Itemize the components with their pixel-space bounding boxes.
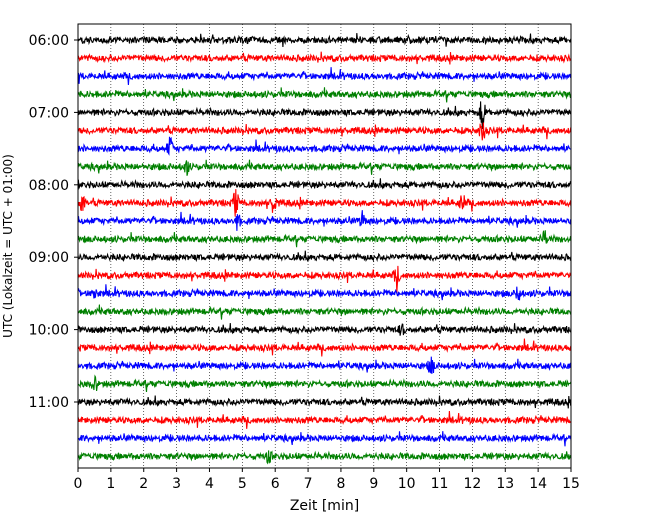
- x-tick-label: 8: [336, 476, 345, 492]
- trace-row-0800: [77, 178, 572, 190]
- trace-layer: [77, 33, 572, 465]
- x-tick-label: 0: [74, 476, 83, 492]
- x-tick-label: 2: [139, 476, 148, 492]
- trace-row-0815: [77, 189, 572, 217]
- x-tick-label: 3: [172, 476, 181, 492]
- trace-row-0945: [77, 304, 572, 320]
- x-tick-label: 13: [496, 476, 514, 492]
- y-tick-label: 09:00: [29, 250, 69, 266]
- trace-row-0630: [77, 67, 572, 85]
- trace-row-0930: [77, 284, 572, 301]
- trace-row-0615: [77, 51, 572, 65]
- trace-row-0915: [77, 265, 572, 293]
- y-tick-label: 11:00: [29, 395, 69, 411]
- trace-row-0845: [77, 230, 572, 248]
- trace-row-1115: [77, 410, 572, 429]
- y-tick-label: 07:00: [29, 105, 69, 121]
- y-tick-label: 08:00: [29, 178, 69, 194]
- trace-row-0745: [77, 159, 572, 176]
- x-tick-label: 6: [271, 476, 280, 492]
- y-axis-label: UTC (Lokalzeit = UTC + 01:00): [1, 154, 15, 338]
- grid-lines: [110, 24, 539, 468]
- trace-row-1000: [77, 323, 572, 336]
- x-tick-label: 11: [431, 476, 449, 492]
- x-tick-label: 12: [463, 476, 481, 492]
- trace-row-1145: [77, 450, 572, 465]
- x-tick-label: 5: [238, 476, 247, 492]
- y-axis: 06:00 07:00 08:00 09:00 10:00 11:00: [29, 33, 78, 411]
- y-tick-label: 06:00: [29, 33, 69, 49]
- trace-row-0700: [77, 101, 572, 130]
- trace-row-1130: [77, 431, 572, 447]
- x-axis: 0 1 2 3 4 5 6 7 8 9 10 11 12 13 14 15: [74, 468, 580, 492]
- trace-row-0600: [77, 33, 572, 48]
- x-tick-label: 15: [562, 476, 580, 492]
- trace-row-0715: [77, 122, 572, 141]
- trace-row-0645: [77, 87, 572, 103]
- x-tick-label: 9: [369, 476, 378, 492]
- trace-row-1045: [77, 374, 572, 393]
- trace-row-0900: [77, 250, 572, 263]
- x-axis-label: Zeit [min]: [290, 498, 359, 514]
- trace-row-0830: [77, 210, 572, 231]
- x-tick-label: 10: [398, 476, 416, 492]
- trace-row-0730: [77, 136, 572, 156]
- trace-row-1015: [77, 338, 572, 357]
- x-tick-label: 14: [529, 476, 547, 492]
- y-tick-label: 10:00: [29, 323, 69, 339]
- x-tick-label: 4: [205, 476, 214, 492]
- x-tick-label: 7: [304, 476, 313, 492]
- x-tick-label: 1: [106, 476, 115, 492]
- trace-row-1030: [77, 356, 572, 374]
- trace-row-1100: [77, 395, 572, 409]
- plot-frame: [77, 23, 572, 469]
